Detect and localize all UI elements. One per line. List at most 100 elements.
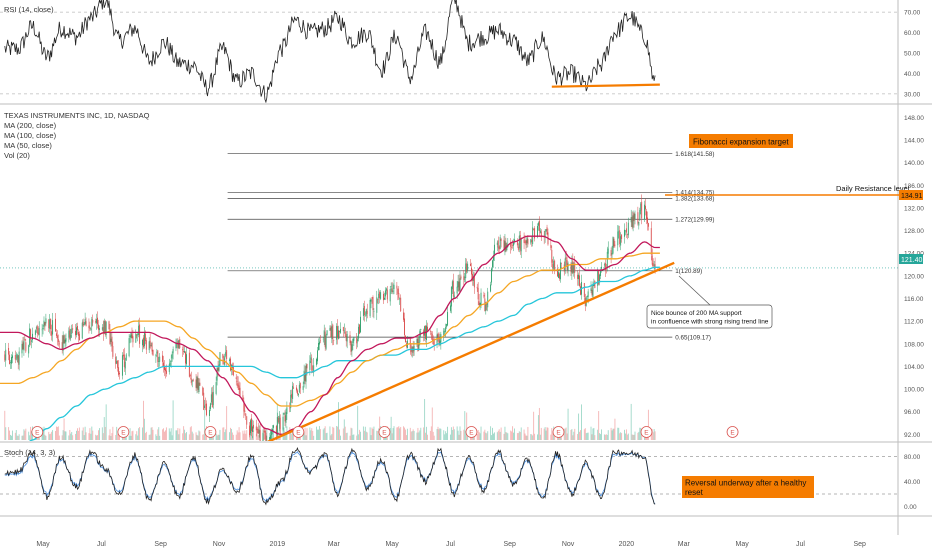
candle-body (383, 297, 385, 300)
candle-body (25, 342, 27, 352)
rsi-axis: 70.00 60.00 50.00 40.00 30.00 (0, 10, 921, 98)
candle-body (498, 246, 500, 250)
candle-body (18, 351, 20, 365)
time-axis-label: Nov (213, 541, 226, 548)
time-axis-label: Sep (854, 541, 867, 548)
volume-bar (497, 430, 499, 440)
volume-bar (519, 432, 521, 440)
rsi-tick-label: 30.00 (904, 91, 921, 98)
volume-bar (305, 435, 307, 440)
volume-bar (416, 432, 418, 440)
volume-bar (453, 429, 455, 440)
candle-body (510, 242, 512, 247)
candle-body (306, 363, 308, 369)
candle-body (591, 289, 593, 295)
candle-body (463, 276, 465, 281)
candle-body (69, 329, 71, 340)
candle-body (34, 330, 36, 335)
volume-bar (68, 435, 70, 440)
volume-bar (149, 434, 151, 440)
candle-body (384, 290, 386, 297)
volume-bar (15, 430, 17, 440)
candle-body (352, 338, 354, 343)
candle-body (170, 360, 172, 362)
volume-bar (58, 435, 60, 440)
candle-body (638, 222, 640, 226)
candle-body (345, 335, 347, 341)
volume-bar (356, 435, 358, 440)
candle-body (270, 435, 272, 440)
volume-bar (599, 433, 601, 440)
volume-bar (243, 433, 245, 440)
candle-body (24, 339, 26, 341)
candle-body (459, 278, 461, 291)
volume-bar (403, 426, 405, 440)
volume-bar (266, 428, 268, 440)
candle-body (65, 338, 67, 342)
volume-bar (360, 431, 361, 440)
volume-bar (366, 432, 368, 440)
candle-body (16, 354, 18, 359)
candle-body (447, 311, 449, 326)
volume-bar (404, 427, 405, 440)
candle-body (377, 299, 379, 300)
candle-body (617, 231, 619, 246)
volume-bar (285, 432, 287, 440)
candle-body (42, 328, 44, 329)
candle-body (506, 244, 508, 251)
candle-body (370, 299, 372, 302)
fib-level-label: 1.618(141.58) (675, 151, 714, 158)
candle-body (204, 405, 206, 409)
volume-bar (601, 429, 602, 440)
volume-bar (456, 426, 458, 440)
candle-body (30, 329, 32, 340)
candle-body (75, 330, 77, 336)
candle-body (61, 342, 63, 349)
volume-bar (42, 429, 44, 440)
volume-bar (611, 430, 613, 440)
candle-body (111, 336, 113, 347)
candle-body (546, 227, 548, 235)
volume-bar (322, 429, 324, 440)
candle-body (342, 326, 344, 332)
volume-bar (176, 430, 178, 440)
volume-bar (638, 431, 640, 440)
candle-body (611, 253, 613, 255)
stoch-tick-label: 80.00 (904, 454, 921, 461)
candle-body (143, 337, 144, 348)
earnings-marker (552, 426, 565, 438)
candle-body (252, 426, 253, 432)
volume-bar (95, 434, 97, 440)
candle-body (378, 293, 380, 299)
candle-body (337, 326, 339, 338)
volume-bar (157, 429, 159, 440)
candle-body (605, 269, 607, 270)
candle-body (371, 297, 373, 299)
volume-bar (284, 431, 286, 440)
volume-bar (346, 432, 348, 440)
candle-body (574, 262, 576, 273)
volume-bar (498, 429, 500, 440)
candle-body (168, 364, 170, 372)
volume-bar (52, 430, 54, 440)
candle-body (445, 327, 447, 332)
candle-body (104, 320, 106, 335)
volume-bar (350, 427, 352, 440)
candle-body (311, 359, 313, 371)
volume-bar (230, 428, 232, 440)
volume-bar (550, 434, 552, 440)
candle-body (251, 418, 252, 431)
candle-body (453, 295, 455, 298)
volume-bar (57, 426, 59, 440)
volume-bar (405, 435, 407, 440)
candle-body (197, 377, 199, 390)
volume-bar (255, 433, 257, 440)
volume-bar (451, 430, 453, 440)
volume-bar (624, 429, 625, 440)
candle-body (235, 377, 237, 379)
earnings-marker-label: E (469, 430, 474, 437)
candle-body (650, 228, 652, 255)
candle-body (438, 338, 440, 345)
volume-bar (439, 428, 441, 440)
volume-bar (304, 427, 306, 440)
